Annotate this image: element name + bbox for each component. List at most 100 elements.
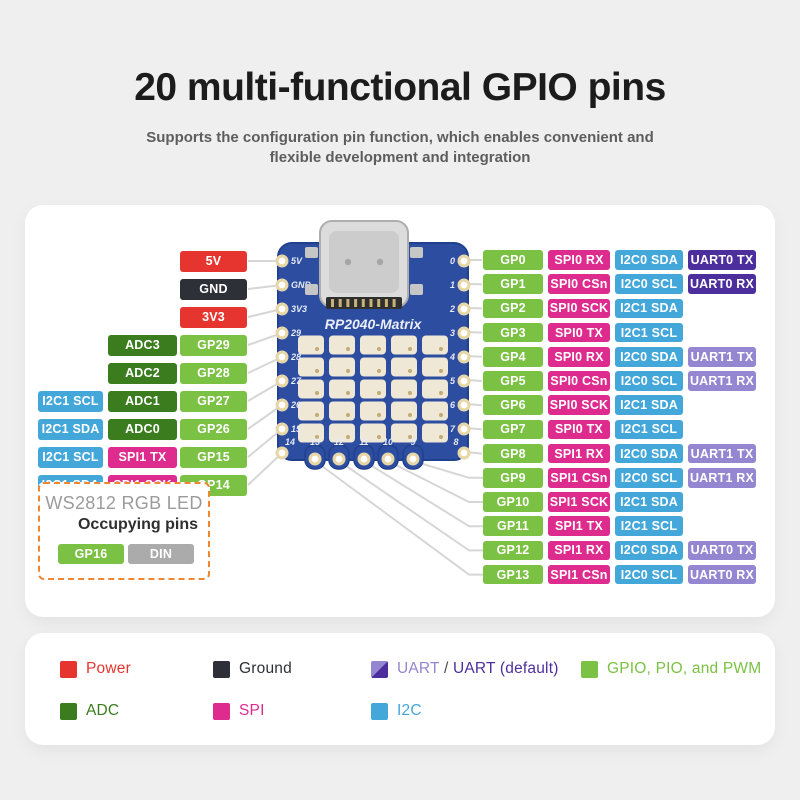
silkscreen-pin-label: 7	[450, 424, 456, 434]
legend-swatch	[60, 660, 77, 678]
ws2812-led-dot	[408, 347, 412, 351]
board-pad-hole	[460, 257, 468, 265]
pin-chip: GP3	[483, 322, 543, 343]
board-pad-hole	[311, 455, 319, 463]
connector-line	[387, 460, 483, 503]
board-pad-hole	[460, 281, 468, 289]
ws2812-led	[391, 335, 417, 355]
ws2812-led-dot	[408, 435, 412, 439]
pinout-card: 5V GND 3V3 29 28 27 26 15 0 1 2 3 4 5 6 7 13 12 11 10 9 14 8 R…	[25, 205, 775, 617]
silkscreen-pin-label: 2	[449, 304, 455, 314]
ws2812-led-dot	[408, 391, 412, 395]
legend-swatch	[213, 660, 230, 678]
silkscreen-pin-label: 13	[310, 437, 320, 447]
silkscreen-pin-label: 15	[291, 424, 302, 434]
ws2812-led	[391, 357, 417, 377]
legend-item: Ground	[213, 660, 292, 678]
ws2812-led	[422, 423, 448, 443]
ws2812-pin-chip: DIN	[128, 544, 194, 564]
board-pad-hole	[360, 455, 368, 463]
pin-chip: SPI1 CSn	[548, 564, 610, 585]
pin-chip: I2C0 SDA	[615, 443, 683, 464]
silkscreen-pin-label: 3	[450, 328, 455, 338]
silkscreen-pin-label: 14	[285, 437, 295, 447]
pin-chip: I2C1 SDA	[615, 395, 683, 415]
board-pad-hole	[460, 305, 468, 313]
usb-c-connector	[305, 220, 423, 309]
ws2812-led	[391, 379, 417, 399]
ws2812-led	[422, 379, 448, 399]
pin-chip: SPI1 TX	[108, 446, 177, 468]
legend-label: ADC	[86, 702, 120, 719]
connector-line	[363, 460, 483, 528]
legend-item: UART / UART (default)	[371, 660, 559, 678]
legend-item: GPIO, PIO, and PWM	[581, 660, 761, 678]
pin-chip: SPI1 SCK	[548, 492, 610, 512]
ws2812-led	[298, 379, 324, 399]
ws2812-led-dot	[377, 347, 381, 351]
legend-label: GPIO, PIO, and PWM	[607, 660, 762, 677]
legend-label: I2C	[397, 702, 422, 719]
legend-item: SPI	[213, 702, 265, 720]
page-title: 20 multi-functional GPIO pins	[134, 66, 666, 109]
board-pad-hole	[278, 449, 286, 457]
legend-item: I2C	[371, 702, 422, 720]
board-pad-hole	[460, 329, 468, 337]
silkscreen-pin-label: 26	[290, 400, 302, 410]
silkscreen-pin-label: 12	[334, 437, 344, 447]
pin-chip: ADC3	[108, 334, 177, 356]
pin-chip: SPI0 TX	[548, 419, 610, 440]
silkscreen-pin-label: 1	[450, 280, 455, 290]
pin-chip: GP7	[483, 419, 543, 440]
ws2812-led-dot	[346, 413, 350, 417]
ws2812-note-box: WS2812 RGB LED Occupying pins GP16 DIN	[38, 482, 210, 580]
silkscreen-pin-label: 3V3	[291, 304, 307, 314]
legend-item: ADC	[60, 702, 119, 720]
legend-swatch	[371, 702, 388, 720]
board-pad-hole	[460, 425, 468, 433]
pin-chip: SPI1 RX	[548, 443, 610, 464]
ws2812-led	[360, 379, 386, 399]
pin-chip: GP13	[483, 564, 543, 585]
pin-chip: SPI0 CSn	[548, 371, 610, 391]
ws2812-led-dot	[315, 413, 319, 417]
ws2812-led-dot	[377, 413, 381, 417]
pin-chip: SPI0 RX	[548, 347, 610, 367]
ws2812-led-dot	[408, 413, 412, 417]
board-pad-hole	[278, 353, 286, 361]
ws2812-led-dot	[377, 369, 381, 373]
pin-chip: 5V	[180, 250, 247, 272]
board-name-label: RP2040-Matrix	[325, 316, 423, 332]
pin-chip: GP9	[483, 468, 543, 488]
board-pad-hole	[460, 377, 468, 385]
pin-chip: SPI0 CSn	[548, 274, 610, 294]
pin-chip: SPI0 TX	[548, 322, 610, 343]
pin-chip: I2C1 SDA	[615, 298, 683, 319]
legend-item: Power	[60, 660, 131, 678]
pin-chip: I2C0 SDA	[615, 540, 683, 561]
connector-line	[338, 460, 483, 552]
ws2812-led	[422, 335, 448, 355]
silkscreen-pin-label: 10	[383, 437, 393, 447]
pin-chip: GP27	[180, 390, 247, 412]
pin-chip: I2C0 SCL	[615, 468, 683, 488]
pin-chip: UART0 RX	[688, 564, 756, 585]
pin-chip: ADC0	[108, 418, 177, 440]
board-pad-hole	[278, 329, 286, 337]
ws2812-led-dot	[377, 391, 381, 395]
ws2812-led-dot	[439, 435, 443, 439]
pin-chip: UART0 TX	[688, 540, 756, 561]
legend-label: Ground	[239, 660, 292, 677]
pin-chip: GP29	[180, 334, 247, 356]
silkscreen-pin-label: GND	[291, 280, 312, 290]
pin-chip: I2C1 SCL	[38, 390, 103, 412]
board-pad-hole	[278, 281, 286, 289]
ws2812-led-dot	[439, 391, 443, 395]
pin-chip: GP8	[483, 443, 543, 464]
legend-swatch	[581, 660, 598, 678]
page-subtitle: Supports the configuration pin function,…	[0, 128, 800, 168]
pin-chip: ADC1	[108, 390, 177, 412]
pin-chip: I2C1 SCL	[615, 322, 683, 343]
ws2812-led-dot	[315, 435, 319, 439]
pin-chip: SPI1 CSn	[548, 468, 610, 488]
